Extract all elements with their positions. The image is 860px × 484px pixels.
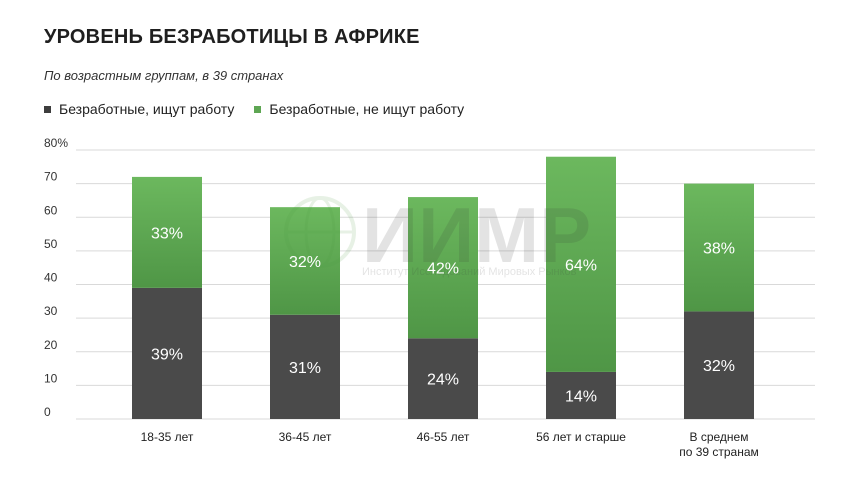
legend-label-seeking: Безработные, ищут работу	[59, 101, 235, 117]
chart-title: УРОВЕНЬ БЕЗРАБОТИЦЫ В АФРИКЕ	[44, 26, 420, 48]
globe-icon	[284, 196, 356, 268]
y-tick-label: 40	[44, 271, 58, 285]
bars	[132, 156, 754, 419]
data-label-not-seeking: 42%	[427, 261, 459, 278]
watermark-logo-text: ИИМР	[362, 191, 591, 279]
y-tick-label: 0	[44, 405, 51, 419]
legend-item-seeking: Безработные, ищут работу	[44, 101, 234, 117]
bar-seeking	[684, 311, 754, 419]
x-tick-label: 56 лет и старше	[536, 430, 626, 444]
x-tick-label: 46-55 лет	[417, 430, 470, 444]
y-tick-label: 30	[44, 304, 58, 318]
globe-meridian	[304, 196, 336, 268]
y-tick-label: 70	[44, 170, 58, 184]
y-tick-label: 80%	[44, 136, 68, 150]
data-label-seeking: 24%	[427, 372, 459, 389]
data-label-not-seeking: 38%	[703, 241, 735, 258]
legend-item-not-seeking: Безработные, не ищут работу	[254, 101, 464, 117]
legend-swatch-seeking	[44, 105, 51, 113]
legend-label-not-seeking: Безработные, не ищут работу	[269, 101, 465, 117]
y-tick-label: 10	[44, 371, 58, 385]
data-label-seeking: 39%	[151, 346, 183, 363]
x-tick-label: В среднем	[690, 430, 749, 444]
bar-not-seeking	[270, 207, 340, 315]
bar-not-seeking	[408, 197, 478, 339]
bar-seeking	[132, 287, 202, 419]
legend: Безработные, ищут работу Безработные, не…	[44, 101, 484, 117]
data-label-seeking: 14%	[565, 388, 597, 405]
bar-seeking	[408, 338, 478, 419]
bar-seeking	[546, 371, 616, 419]
x-tick-label: 18-35 лет	[141, 430, 194, 444]
data-labels: 39% 33% 31% 32% 24% 42% 14% 64% 32% 38%	[151, 225, 735, 405]
x-axis-ticks: 18-35 лет 36-45 лет 46-55 лет 56 лет и стар…	[141, 430, 759, 459]
data-label-not-seeking: 33%	[151, 225, 183, 242]
y-tick-label: 60	[44, 203, 58, 217]
x-tick-label: по 39 странам	[679, 445, 759, 459]
data-label-not-seeking: 64%	[565, 257, 597, 274]
data-label-seeking: 31%	[289, 360, 321, 377]
data-label-not-seeking: 32%	[289, 254, 321, 271]
data-label-seeking: 32%	[703, 358, 735, 375]
bar-not-seeking	[132, 176, 202, 288]
watermark-tagline: Институт Исследований Мировых Рынков	[362, 266, 577, 278]
chart-subtitle: По возрастным группам, в 39 странах	[44, 68, 284, 83]
bar-not-seeking	[546, 156, 616, 372]
y-tick-label: 50	[44, 237, 58, 251]
y-axis-ticks: 0 10 20 30 40 50 60 70 80%	[44, 136, 68, 419]
legend-swatch-not-seeking	[254, 105, 262, 113]
y-tick-label: 20	[44, 338, 58, 352]
bar-not-seeking	[684, 183, 754, 312]
x-tick-label: 36-45 лет	[279, 430, 332, 444]
bar-seeking	[270, 314, 340, 419]
